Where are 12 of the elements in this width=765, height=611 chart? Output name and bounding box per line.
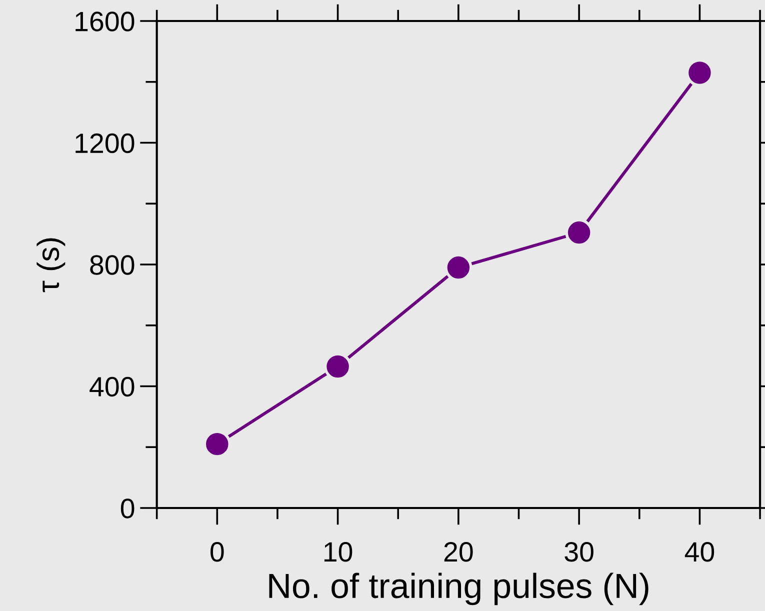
y-tick-label: 1600 — [76, 12, 134, 32]
y-tick-label: 1200 — [76, 133, 134, 154]
x-tick-label: 20 — [444, 542, 473, 562]
x-tick-label: 10 — [324, 542, 352, 562]
x-axis-title: No. of training pulses (N) — [269, 572, 648, 606]
x-tick-label: 0 — [210, 542, 224, 562]
x-tick-label: 30 — [564, 542, 594, 562]
x-tick-label: 40 — [684, 542, 714, 562]
y-tick-label: 800 — [90, 255, 134, 275]
y-tick-label: 400 — [90, 376, 134, 397]
y-axis-title: τ (s) — [36, 238, 66, 292]
y-tick-label: 0 — [120, 498, 134, 518]
